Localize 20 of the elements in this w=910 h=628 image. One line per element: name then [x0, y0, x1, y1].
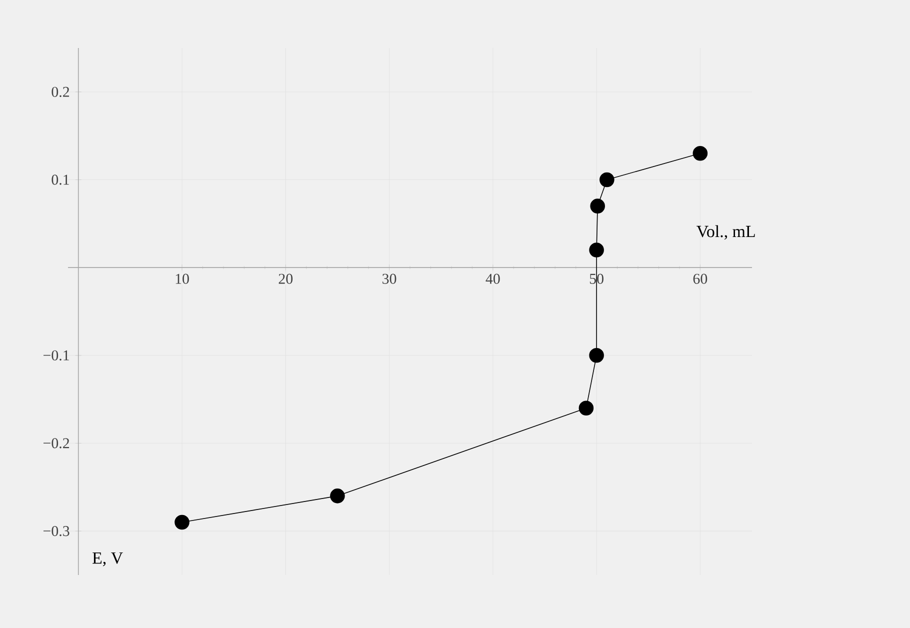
point: [578, 400, 594, 416]
point: [174, 514, 190, 530]
x-tick-label: 10: [176, 274, 189, 284]
y-tick-label: −0.1: [43, 350, 69, 360]
y-tick-label: −0.2: [43, 438, 70, 448]
y-axis-title: E, V: [92, 552, 123, 566]
x-tick-label: 20: [278, 274, 293, 284]
point: [590, 198, 605, 214]
x-tick-label: 40: [486, 274, 500, 284]
x-tick-label: 60: [693, 274, 708, 284]
y-tick-label: −0.3: [43, 526, 70, 536]
x-axis-title: Vol., mL: [696, 225, 755, 240]
point: [589, 242, 604, 258]
y-tick-label: 0.2: [52, 86, 70, 97]
point: [589, 348, 604, 363]
y-tick-label: 0.1: [52, 174, 69, 185]
point: [330, 488, 345, 504]
x-tick-label: 30: [382, 274, 396, 284]
point: [600, 172, 614, 188]
point: [692, 146, 708, 161]
